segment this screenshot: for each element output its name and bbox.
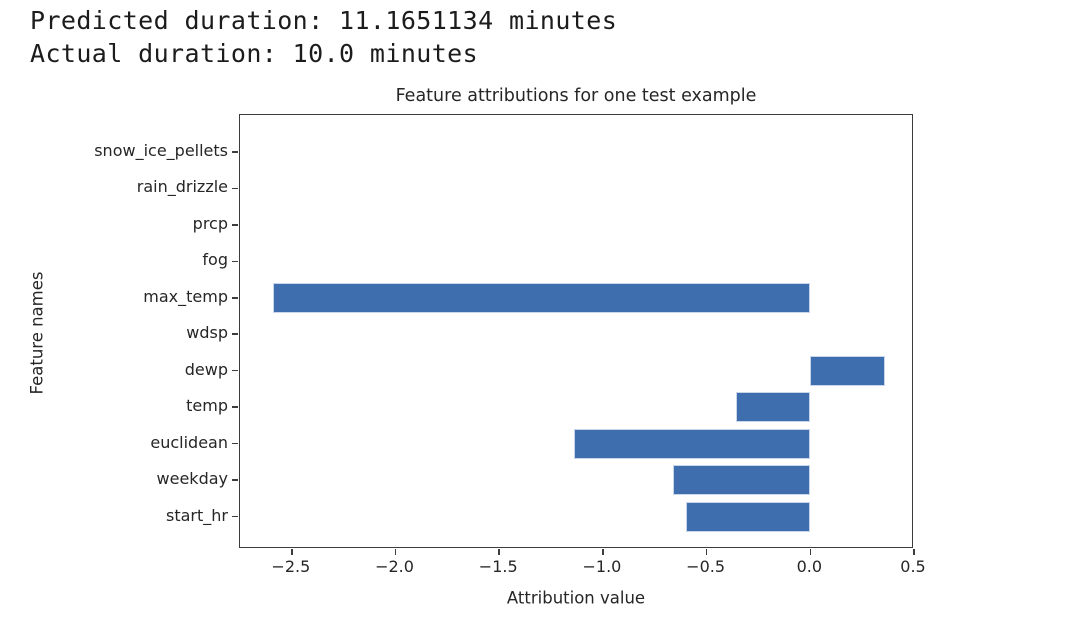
chart-title: Feature attributions for one test exampl… — [395, 86, 757, 106]
x-tick-mark — [394, 549, 397, 555]
y-tick-mark — [232, 442, 239, 445]
x-tick-label: −2.0 — [375, 557, 414, 576]
category-label-wdsp: wdsp — [186, 323, 228, 343]
category-label-weekday: weekday — [156, 469, 228, 489]
x-tick-mark — [498, 549, 501, 555]
x-tick-mark — [913, 549, 915, 555]
x-tick-label: 0.0 — [796, 557, 823, 576]
category-label-euclidean: euclidean — [150, 432, 228, 452]
x-axis-label: Attribution value — [506, 588, 646, 608]
category-label-rain_drizzle: rain_drizzle — [136, 177, 228, 197]
x-tick-mark — [809, 549, 812, 555]
y-tick-mark — [232, 187, 239, 190]
category-label-temp: temp — [186, 396, 228, 416]
x-tick-label: −1.0 — [582, 557, 622, 576]
category-label-start_hr: start_hr — [166, 505, 228, 525]
y-tick-mark — [232, 479, 239, 481]
x-tick-mark — [602, 549, 604, 555]
y-tick-mark — [232, 297, 239, 299]
bar-temp — [735, 392, 811, 423]
bar-start_hr — [685, 501, 811, 532]
predicted-duration-text: Predicted duration: 11.1651134 minutes — [30, 6, 618, 35]
y-tick-mark — [232, 406, 239, 408]
category-label-snow_ice_pellets: snow_ice_pellets — [94, 141, 228, 160]
bar-dewp — [810, 355, 885, 386]
category-label-dewp: dewp — [184, 359, 228, 379]
actual-duration-text: Actual duration: 10.0 minutes — [30, 39, 479, 68]
bar-max_temp — [273, 282, 811, 313]
y-tick-mark — [232, 369, 239, 372]
category-label-max_temp: max_temp — [143, 286, 228, 306]
x-tick-mark — [291, 549, 293, 555]
y-tick-mark — [232, 333, 239, 336]
category-label-prcp: prcp — [192, 213, 228, 233]
x-tick-label: −0.5 — [686, 557, 726, 576]
y-tick-mark — [232, 260, 239, 263]
y-tick-mark — [232, 151, 239, 153]
y-tick-mark — [232, 515, 239, 518]
x-tick-mark — [705, 549, 708, 555]
x-tick-label: −2.5 — [271, 557, 311, 576]
bar-weekday — [673, 465, 811, 496]
plot-area — [232, 114, 915, 555]
x-tick-label: −1.5 — [478, 557, 518, 576]
y-tick-mark — [232, 224, 239, 226]
category-label-fog: fog — [202, 250, 228, 270]
x-tick-label: 0.5 — [900, 557, 926, 576]
bar-euclidean — [573, 428, 811, 459]
